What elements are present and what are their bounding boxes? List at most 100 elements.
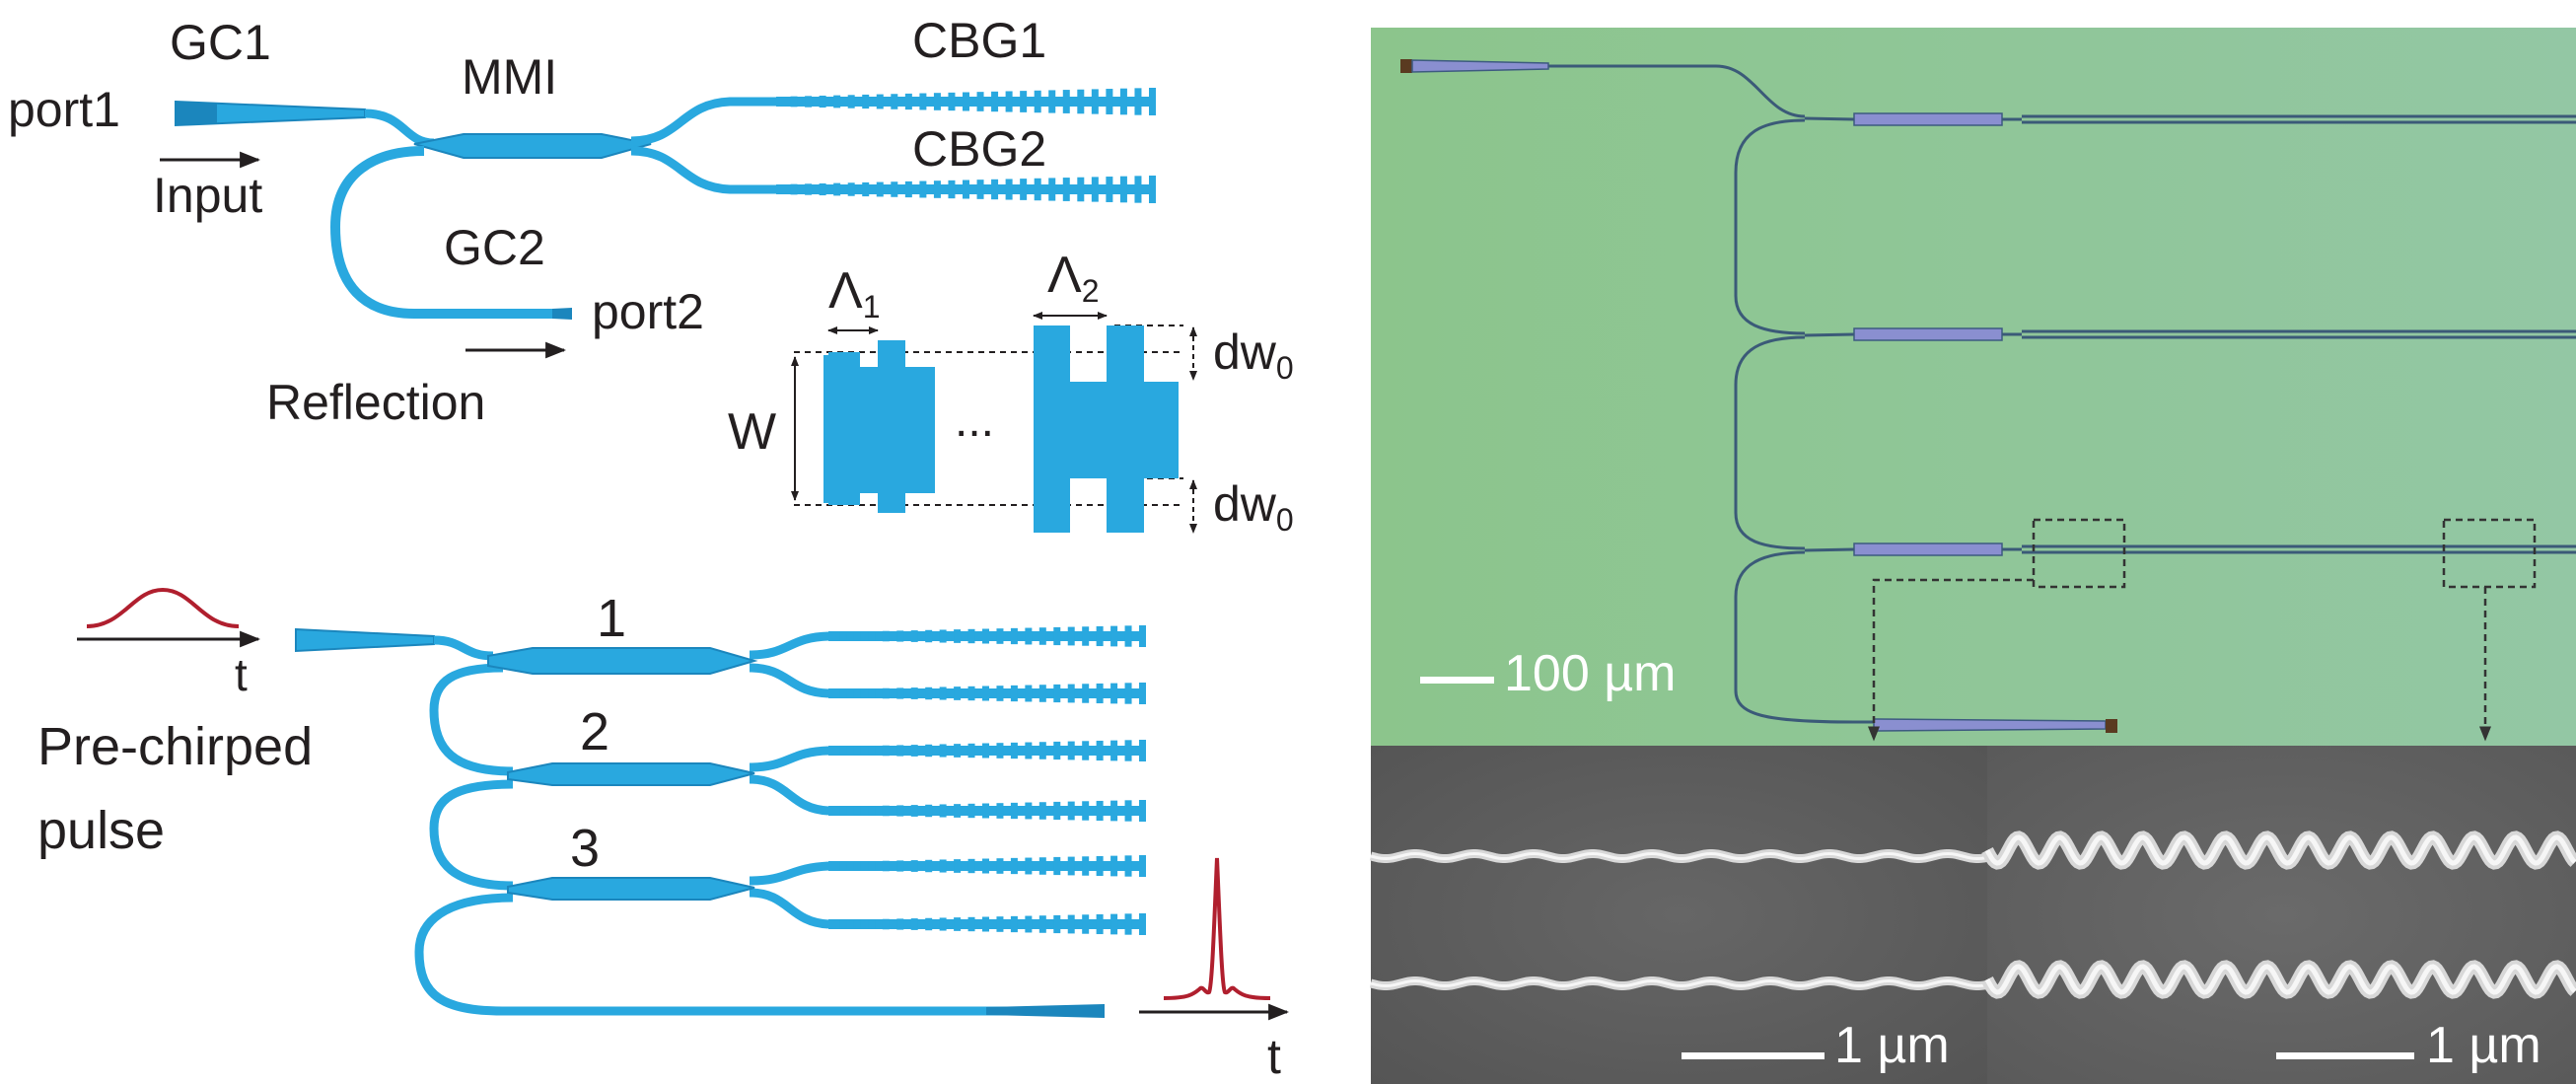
port2-label: port2: [592, 284, 704, 339]
zoom-box-right: [2442, 518, 2537, 589]
cbg2-tooth: [805, 183, 813, 195]
cascade-cbg-2-tooth: [882, 687, 890, 699]
cascade-cbg-2-tooth: [954, 687, 962, 700]
w-label: W: [728, 403, 776, 461]
stage-2-label: 2: [580, 702, 609, 761]
cbg2-tooth: [919, 181, 927, 198]
cascade-cbg-3-tooth: [882, 745, 890, 757]
cascade-cbg-1-tooth: [1110, 625, 1118, 647]
cascade-cbg-6-tooth: [954, 917, 962, 931]
cbg1-tooth: [862, 94, 870, 109]
gc1-grating: [176, 102, 217, 125]
cbg1-label: CBG1: [912, 13, 1046, 68]
cascade-cbg-4-tooth: [853, 806, 861, 816]
cbg2-tooth: [876, 181, 884, 197]
cascade-cbg-3-tooth: [1010, 742, 1018, 759]
cascade-cbg-1-tooth: [839, 631, 847, 641]
mmi-stage-2: [507, 762, 755, 786]
cascade-cbg-4-tooth: [839, 806, 847, 816]
cascade-cbg-4-tooth: [1096, 800, 1104, 822]
cbg2-tooth: [1149, 176, 1156, 203]
cbg2-tooth: [1119, 176, 1127, 203]
cbg1-tooth: [904, 93, 912, 110]
cascade-cbg-5-tooth: [1124, 855, 1132, 877]
cbg2-tooth: [933, 181, 941, 198]
cascade-cbg-5-tooth: [1096, 855, 1104, 877]
cbg2-grating: [776, 176, 1156, 203]
cascade-cbg-2-tooth: [1124, 683, 1132, 704]
micrograph-mmi-1: [1853, 112, 2003, 126]
mmi-stage-3: [507, 877, 755, 901]
micrograph-input-pad: [1400, 59, 1412, 73]
cascade-cbg-1-tooth: [896, 630, 904, 642]
cascade-cbg-1-tooth: [853, 631, 861, 641]
cascade-cbg-6-tooth: [1053, 914, 1061, 934]
cascade-cbg-6-tooth: [939, 917, 947, 931]
cascade-cbg-6-tooth: [882, 918, 890, 930]
cascade-cbg-4-tooth: [1025, 802, 1033, 820]
cascade-cbg-5-tooth: [825, 862, 832, 870]
sem-images: 1 µm 1 µm: [1369, 746, 2576, 1084]
cascade-cbg-3-tooth: [1067, 741, 1075, 760]
cascade-cbg-3-tooth: [1124, 740, 1132, 761]
micrograph-access-lines: [1804, 116, 2022, 552]
cascade-cbg-4-tooth: [954, 804, 962, 818]
cbg2-tooth: [904, 181, 912, 198]
cascade-cbg-6-tooth: [853, 919, 861, 929]
cascade-cbg-1-tooth: [1053, 626, 1061, 646]
cbg1-tooth: [991, 91, 999, 112]
cbg1-tooth: [933, 93, 941, 110]
cascade-cbg-1-tooth: [868, 631, 876, 641]
cascade-cbg-5-tooth: [853, 861, 861, 871]
cascade-cbg-3-tooth: [839, 746, 847, 756]
cbg1-tooth: [1119, 88, 1127, 115]
micrograph-background: [1371, 28, 2576, 746]
cbg2-tooth: [833, 182, 841, 196]
mmi-label: MMI: [462, 49, 557, 105]
cascade-cbg-2-tooth: [939, 687, 947, 700]
sem-right-wg-1-core: [1984, 834, 2576, 866]
lambda1-subscript: 1: [863, 289, 881, 325]
gc2-grating: [552, 308, 572, 320]
cascade-cbg-1-tooth: [954, 629, 962, 643]
micrograph-scale-bar: [1420, 677, 1494, 684]
zoom-box-left: [2032, 518, 2126, 589]
cascade-cbg-2-tooth: [925, 687, 933, 700]
cbg2-tooth: [1077, 177, 1085, 202]
sem-left-waveguides: [1369, 849, 1987, 990]
cascade-cbg-2-tooth: [1010, 685, 1018, 702]
cascade-cbg-5-tooth: [1082, 856, 1090, 876]
stage-1-label: 1: [597, 589, 626, 648]
cbg1-tooth: [776, 97, 783, 107]
cascade-cbg-4-tooth: [1139, 800, 1146, 822]
cascade-cbg-6-tooth: [910, 918, 918, 930]
cbg2-tooth: [1134, 176, 1142, 203]
output-time-label: t: [1267, 1029, 1281, 1084]
cbg2-tooth: [991, 179, 999, 200]
cascade-cbg-5-tooth: [982, 858, 989, 874]
sem-right-background: [1987, 746, 2576, 1084]
cbg1-tooth: [1149, 88, 1156, 115]
cbg1-tooth: [847, 95, 855, 108]
cbg2-tooth: [776, 184, 783, 194]
input-label: Input: [153, 168, 262, 223]
cascade-cbg-1-tooth: [1025, 627, 1033, 645]
cascade-cbg-4-tooth: [1010, 802, 1018, 820]
cascade-cbg-3-tooth: [1096, 740, 1104, 761]
cascade-cbg-4-tooth: [1124, 800, 1132, 822]
input-waveguide: [364, 108, 435, 148]
dw-bottom-label: dw0: [1213, 476, 1294, 538]
cascade-cbg-4-tooth: [896, 805, 904, 817]
reflection-label: Reflection: [266, 375, 485, 430]
cbg1-tooth: [919, 93, 927, 110]
dw-bottom-subscript: 0: [1276, 502, 1294, 538]
cascade-waveguides: [414, 631, 1095, 1016]
micrograph-mmi-2: [1853, 327, 2003, 341]
cascade-cbg-3-tooth: [868, 746, 876, 756]
cascade-cbg-2-tooth: [825, 689, 832, 697]
cascade-cbg-2-tooth: [896, 687, 904, 699]
cascade-cbg-2-tooth: [1082, 684, 1090, 703]
cascade-cbg-4-tooth: [910, 805, 918, 817]
sem-right-waveguides: [1981, 831, 2576, 999]
cascade-cbg-3-tooth: [1038, 742, 1046, 759]
